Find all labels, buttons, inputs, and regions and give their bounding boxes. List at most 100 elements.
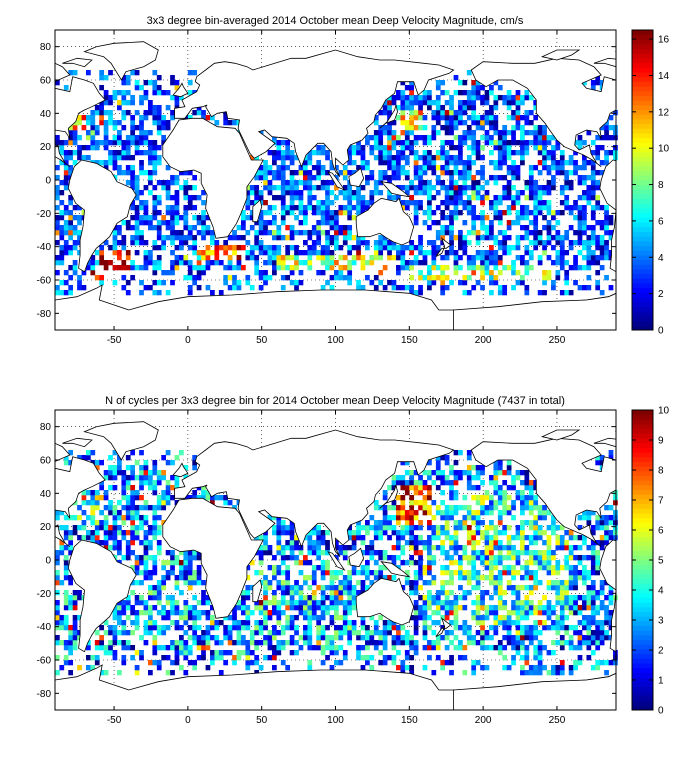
heatmap-cell [59, 620, 65, 626]
heatmap-cell [258, 555, 264, 561]
heatmap-cell [108, 110, 113, 116]
heatmap-cell [205, 495, 211, 501]
heatmap-cell [404, 200, 410, 206]
heatmap-cell [125, 75, 131, 81]
heatmap-cell [493, 100, 499, 106]
heatmap-cell [338, 585, 344, 591]
heatmap-cell [342, 575, 348, 581]
heatmap-cell [542, 130, 547, 136]
heatmap-cell [307, 195, 313, 201]
heatmap-cell [112, 540, 118, 546]
heatmap-cell [347, 185, 353, 191]
heatmap-cell [497, 485, 503, 491]
heatmap-cell [484, 110, 490, 116]
heatmap-cell [112, 155, 118, 161]
heatmap-cell [161, 560, 167, 566]
heatmap-cell [196, 485, 202, 491]
heatmap-cell [582, 265, 587, 271]
heatmap-cell [462, 625, 468, 631]
heatmap-cell [347, 195, 353, 201]
heatmap-cell [170, 485, 175, 491]
heatmap-cell [241, 220, 246, 226]
heatmap-cell [533, 215, 539, 221]
heatmap-cell [205, 260, 211, 266]
heatmap-cell [520, 225, 525, 231]
heatmap-cell [524, 110, 530, 116]
heatmap-cell [608, 250, 614, 256]
heatmap-cell [121, 530, 127, 536]
heatmap-cell [577, 265, 583, 271]
heatmap-cell [170, 570, 175, 576]
heatmap-cell [267, 180, 273, 186]
heatmap-cell [515, 200, 521, 206]
heatmap-cell [604, 505, 609, 511]
heatmap-cell [462, 275, 468, 281]
heatmap-cell [528, 670, 534, 676]
heatmap-cell [444, 510, 450, 516]
heatmap-cell [387, 620, 392, 626]
heatmap-cell [391, 620, 397, 626]
heatmap-cell [559, 260, 565, 266]
heatmap-cell [462, 515, 468, 521]
heatmap-cell [165, 560, 171, 566]
heatmap-cell [218, 620, 224, 626]
heatmap-cell [391, 485, 397, 491]
heatmap-cell [320, 585, 326, 591]
heatmap-cell [218, 670, 224, 676]
heatmap-cell [466, 290, 472, 296]
heatmap-cell [484, 230, 490, 236]
heatmap-cell [245, 585, 251, 591]
heatmap-cell [409, 495, 415, 501]
heatmap-cell [515, 490, 521, 496]
heatmap-cell [613, 660, 618, 666]
heatmap-cell [236, 655, 242, 661]
heatmap-cell [373, 180, 379, 186]
heatmap-cell [232, 610, 237, 616]
heatmap-cell [568, 290, 574, 296]
heatmap-cell [289, 615, 295, 621]
heatmap-cell [475, 80, 481, 86]
heatmap-cell [595, 235, 601, 241]
heatmap-cell [546, 565, 552, 571]
heatmap-cell [311, 165, 317, 171]
heatmap-cell [453, 600, 459, 606]
heatmap-cell [263, 270, 268, 276]
heatmap-cell [303, 250, 308, 256]
heatmap-cell [595, 255, 601, 261]
heatmap-cell [311, 610, 317, 616]
heatmap-cell [170, 240, 175, 246]
heatmap-cell [347, 215, 353, 221]
heatmap-cell [449, 200, 454, 206]
heatmap-cell [174, 650, 180, 656]
heatmap-cell [351, 545, 357, 551]
heatmap-cell [475, 570, 481, 576]
heatmap-cell [462, 645, 468, 651]
heatmap-cell [170, 265, 175, 271]
heatmap-cell [462, 570, 468, 576]
heatmap-cell [245, 280, 251, 286]
heatmap-cell [489, 545, 494, 551]
heatmap-cell [444, 285, 450, 291]
heatmap-cell [449, 115, 454, 121]
heatmap-cell [418, 240, 423, 246]
heatmap-cell [276, 545, 282, 551]
heatmap-cell [112, 640, 118, 646]
heatmap-cell [568, 530, 574, 536]
heatmap-cell [520, 550, 525, 556]
heatmap-cell [484, 490, 490, 496]
heatmap-cell [365, 635, 370, 641]
heatmap-cell [520, 605, 525, 611]
heatmap-cell [320, 595, 326, 601]
colorbar-tick-label: 4 [658, 253, 664, 264]
heatmap-cell [59, 260, 65, 266]
heatmap-cell [227, 640, 233, 646]
heatmap-cell [444, 565, 450, 571]
heatmap-cell [103, 475, 109, 481]
heatmap-cell [378, 615, 384, 621]
heatmap-cell [493, 505, 499, 511]
heatmap-cell [174, 480, 180, 486]
heatmap-cell [108, 640, 113, 646]
heatmap-cell [493, 565, 499, 571]
heatmap-cell [152, 210, 158, 216]
heatmap-cell [249, 285, 255, 291]
